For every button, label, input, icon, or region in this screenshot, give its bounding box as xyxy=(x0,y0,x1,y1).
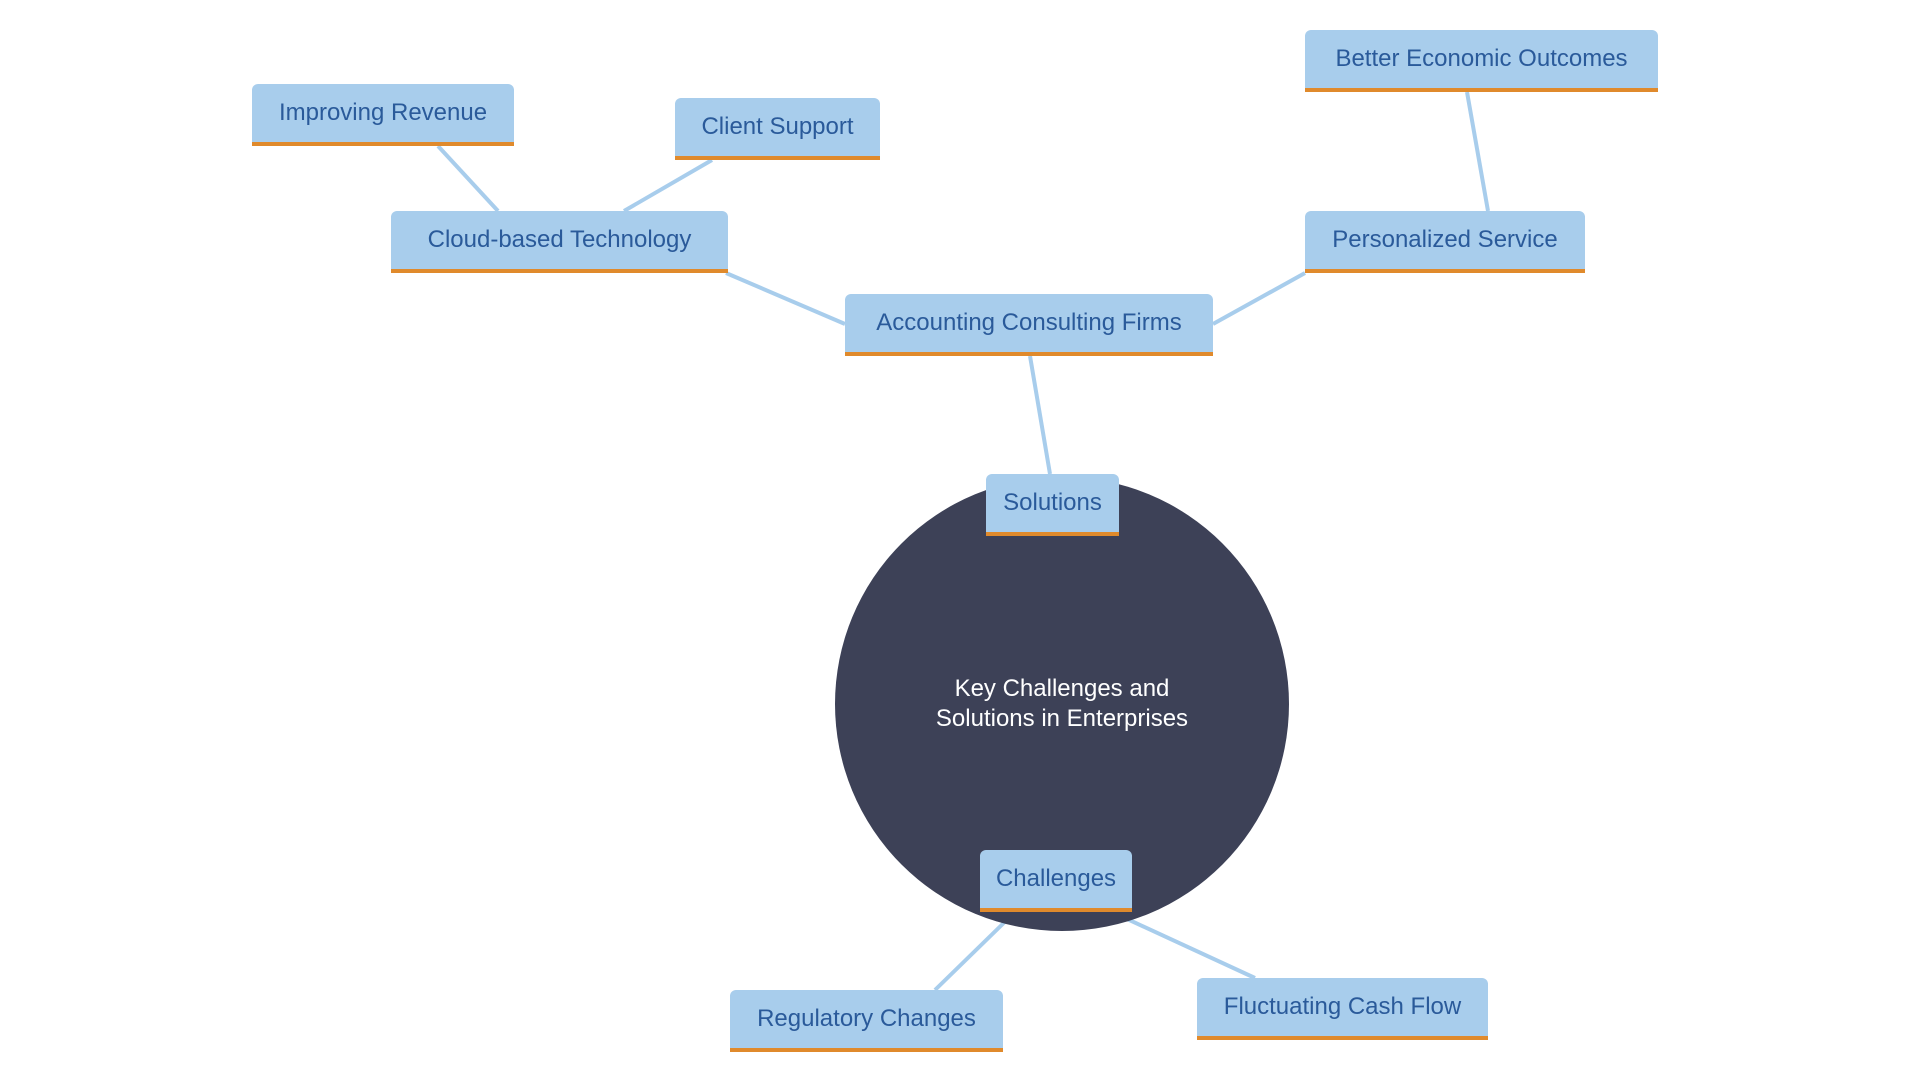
node-challenges: Challenges xyxy=(980,850,1132,912)
node-better-economic-outcomes: Better Economic Outcomes xyxy=(1305,30,1658,92)
node-label: Regulatory Changes xyxy=(757,1005,976,1033)
node-label: Accounting Consulting Firms xyxy=(876,309,1181,337)
node-label: Solutions xyxy=(1003,489,1102,517)
center-label: Key Challenges and Solutions in Enterpri… xyxy=(902,674,1222,734)
node-label: Fluctuating Cash Flow xyxy=(1224,993,1461,1021)
node-personalized-service: Personalized Service xyxy=(1305,211,1585,273)
node-label: Client Support xyxy=(701,113,853,141)
node-regulatory-changes: Regulatory Changes xyxy=(730,990,1003,1052)
edge xyxy=(1467,92,1488,211)
node-fluctuating-cash-flow: Fluctuating Cash Flow xyxy=(1197,978,1488,1040)
node-label: Cloud-based Technology xyxy=(428,226,692,254)
node-accounting-consulting-firms: Accounting Consulting Firms xyxy=(845,294,1213,356)
edge xyxy=(438,146,498,211)
node-client-support: Client Support xyxy=(675,98,880,160)
node-label: Challenges xyxy=(996,865,1116,893)
edge xyxy=(1030,356,1050,474)
edge xyxy=(1213,273,1305,324)
node-label: Improving Revenue xyxy=(279,99,487,127)
node-cloud-based-technology: Cloud-based Technology xyxy=(391,211,728,273)
node-label: Personalized Service xyxy=(1332,226,1557,254)
node-label: Better Economic Outcomes xyxy=(1335,45,1627,73)
diagram-canvas: Key Challenges and Solutions in Enterpri… xyxy=(0,0,1920,1080)
edge xyxy=(935,912,1015,990)
edge xyxy=(726,273,845,324)
node-improving-revenue: Improving Revenue xyxy=(252,84,514,146)
edge xyxy=(624,160,712,211)
node-solutions: Solutions xyxy=(986,474,1119,536)
edge xyxy=(1112,912,1255,978)
